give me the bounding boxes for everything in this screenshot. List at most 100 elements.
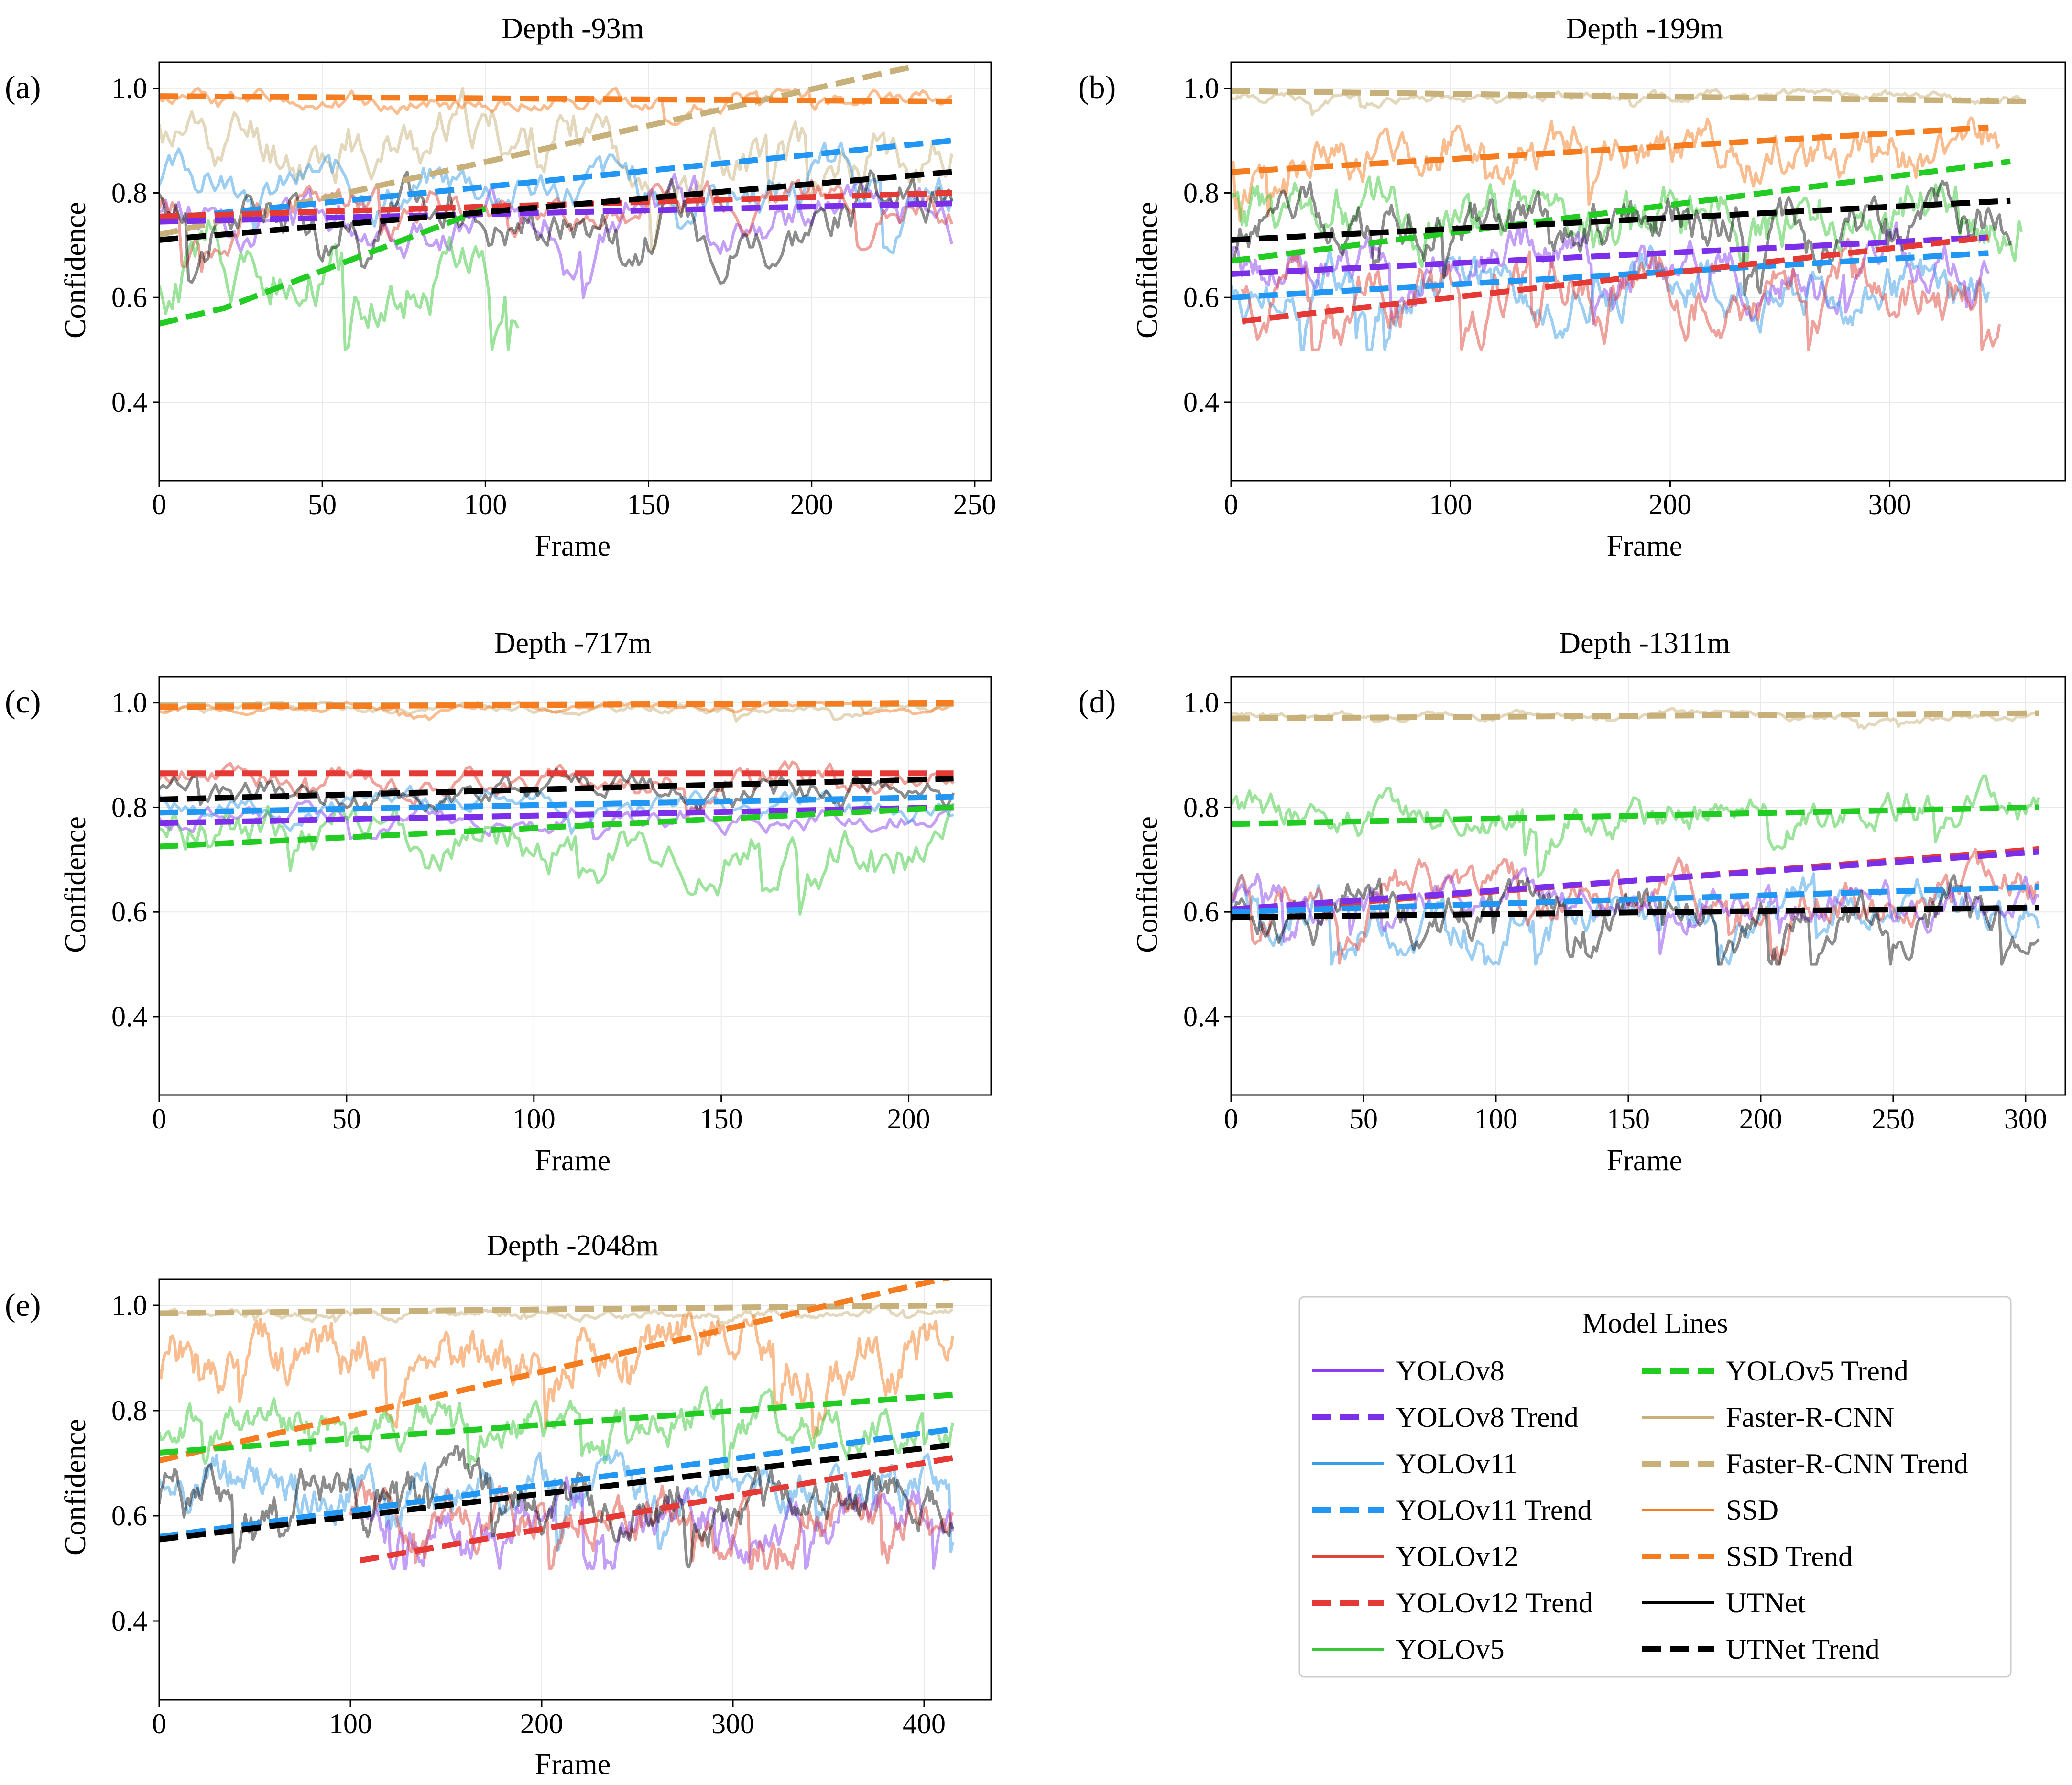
- panel-a-xlabel: Frame: [535, 530, 611, 562]
- legend-label-yolov5: YOLOv5: [1396, 1633, 1505, 1665]
- panel-d-series-yolov11-trend: [1231, 884, 2039, 915]
- panel-c-series-yolov8: [159, 799, 954, 841]
- panel-d-xtick-0: 0: [1224, 1103, 1238, 1135]
- panel-a-ylabel: Confidence: [59, 202, 92, 339]
- panel-b-title: Depth -199m: [1566, 12, 1723, 45]
- panel-d-label: (d): [1078, 683, 1116, 720]
- panel-a-series-yolov12: [159, 178, 953, 273]
- panel-a-series-utnet-trend: [159, 169, 952, 243]
- panel-e-series-yolov5-trend: [159, 1392, 953, 1456]
- panel-b-series-yolov12: [1241, 237, 2001, 351]
- panel-b-ytick-1: 0.6: [1183, 282, 1219, 313]
- panel-d-series-utnet-trend: [1231, 905, 2039, 920]
- panel-c-ytick-2: 0.8: [111, 791, 147, 823]
- legend: Model Lines YOLOv8 YOLOv8 Trend YOLOv11 YOL…: [1298, 1296, 2012, 1678]
- panel-b-ytick-3: 1.0: [1183, 73, 1219, 104]
- panel-a-frame: [158, 61, 992, 482]
- panel-b-frame: [1230, 61, 2066, 482]
- panel-c-series-yolov12: [159, 760, 955, 820]
- panel-a-series-yolov5: [159, 219, 520, 351]
- panel-b-plot-area: [1231, 88, 2027, 351]
- panel-e-series-faster-r-cnn-trend: [159, 1303, 953, 1316]
- panel-e-xlabel: Frame: [535, 1748, 611, 1781]
- panel-b-series-yolov12-trend: [1242, 234, 1989, 324]
- panel-a-series-yolov5-trend: [159, 206, 487, 327]
- panel-d-title: Depth -1311m: [1559, 627, 1730, 659]
- panel-c: Depth -717m (c) Confidence Frame 0 50 100 1…: [5, 627, 992, 1177]
- panel-c-xtick-50: 50: [332, 1103, 361, 1135]
- panel-c-series-yolov8-trend: [159, 804, 954, 826]
- panel-c-series-utnet-trend: [159, 776, 954, 802]
- panel-d-xtick-300: 300: [2004, 1103, 2047, 1135]
- panel-a-ytick-0: 0.4: [111, 386, 147, 418]
- panel-c-ytick-1: 0.6: [111, 896, 147, 928]
- panel-a-series-yolov8: [159, 173, 953, 299]
- legend-label-utnet: UTNet: [1726, 1587, 1806, 1619]
- legend-label-yolov12-trend: YOLOv12 Trend: [1396, 1587, 1593, 1619]
- panel-c-xlabel: Frame: [535, 1144, 611, 1177]
- panel-d-xlabel: Frame: [1607, 1144, 1682, 1177]
- panel-a-ytick-1: 0.6: [111, 282, 147, 313]
- panel-a: Depth -93m (a) Confidence Frame 0 50 100 15…: [5, 12, 996, 562]
- panel-b-ylabel: Confidence: [1131, 202, 1164, 339]
- panel-a-plot-area: [159, 65, 954, 351]
- legend-label-ssd: SSD: [1726, 1494, 1778, 1526]
- panel-d-ylabel: Confidence: [1131, 816, 1164, 953]
- panel-c-xtick-200: 200: [887, 1103, 930, 1135]
- panel-c-series-yolov11-trend: [159, 794, 954, 816]
- panel-e-series-ssd-trend: [159, 1279, 954, 1464]
- panel-e-series-yolov12-trend: [359, 1455, 954, 1564]
- panel-d-xtick-150: 150: [1607, 1103, 1650, 1135]
- legend-frame: [1298, 1296, 2012, 1678]
- panel-d-ytick-0: 0.4: [1183, 1001, 1219, 1032]
- panel-c-frame: [158, 676, 992, 1096]
- panel-d-ytick-1: 0.6: [1183, 896, 1219, 928]
- legend-label-ssd-trend: SSD Trend: [1726, 1541, 1853, 1572]
- panel-d-plot-area: [1231, 707, 2040, 966]
- panel-c-series-yolov11: [159, 785, 954, 835]
- panel-b-series-yolov11-trend: [1231, 250, 1989, 301]
- panel-a-xtick-0: 0: [152, 489, 166, 520]
- panel-c-title: Depth -717m: [494, 627, 652, 659]
- legend-label-yolov5-trend: YOLOv5 Trend: [1726, 1355, 1908, 1387]
- panel-e-ytick-0: 0.4: [111, 1605, 147, 1637]
- panel-c-series-yolov5: [159, 802, 955, 916]
- panel-d-xtick-100: 100: [1474, 1103, 1517, 1135]
- panel-e-xtick-400: 400: [903, 1708, 946, 1740]
- panel-e-xtick-0: 0: [152, 1708, 166, 1740]
- panel-e-series-ssd: [159, 1311, 954, 1439]
- panel-e-xtick-100: 100: [329, 1708, 372, 1740]
- legend-label-yolov8: YOLOv8: [1396, 1355, 1505, 1387]
- legend-label-faster-r-cnn-trend: Faster-R-CNN Trend: [1726, 1448, 1968, 1479]
- panel-e-ytick-3: 1.0: [111, 1290, 147, 1321]
- legend-label-yolov12: YOLOv12: [1396, 1541, 1519, 1572]
- panel-e-plot-area: [159, 1279, 954, 1570]
- legend-label-utnet-trend: UTNet Trend: [1726, 1633, 1880, 1665]
- panel-d-series-yolov12: [1231, 847, 2040, 965]
- panel-b-xtick-100: 100: [1429, 489, 1472, 520]
- panel-c-series-yolov5-trend: [159, 804, 954, 850]
- panel-a-xtick-250: 250: [953, 489, 996, 520]
- legend-label-yolov8-trend: YOLOv8 Trend: [1396, 1402, 1579, 1433]
- legend-label-faster-r-cnn: Faster-R-CNN: [1726, 1402, 1894, 1433]
- panel-b-xlabel: Frame: [1607, 530, 1682, 562]
- panel-d-xtick-250: 250: [1872, 1103, 1915, 1135]
- panel-b-series-ssd-trend: [1231, 124, 1989, 175]
- panel-e-series-faster-r-cnn: [159, 1304, 954, 1327]
- panel-e-ytick-1: 0.6: [111, 1500, 147, 1532]
- panel-c-label: (c): [5, 683, 41, 720]
- panel-c-series-ssd: [159, 701, 954, 721]
- panel-c-series-ssd-trend: [159, 700, 954, 710]
- panel-e-title: Depth -2048m: [487, 1229, 659, 1262]
- panel-b-label: (b): [1078, 69, 1116, 105]
- panel-b-ytick-2: 0.8: [1183, 177, 1219, 208]
- panel-b-series-ssd: [1231, 116, 2001, 222]
- panel-d-series-yolov8-trend: [1231, 849, 2039, 912]
- panel-c-series-utnet: [159, 767, 955, 814]
- panel-e-xtick-300: 300: [711, 1708, 754, 1740]
- panel-b-series-faster-r-cnn-trend: [1231, 88, 2026, 104]
- panel-d-series-faster-r-cnn-trend: [1231, 710, 2039, 722]
- panel-e-series-yolov12: [349, 1479, 954, 1570]
